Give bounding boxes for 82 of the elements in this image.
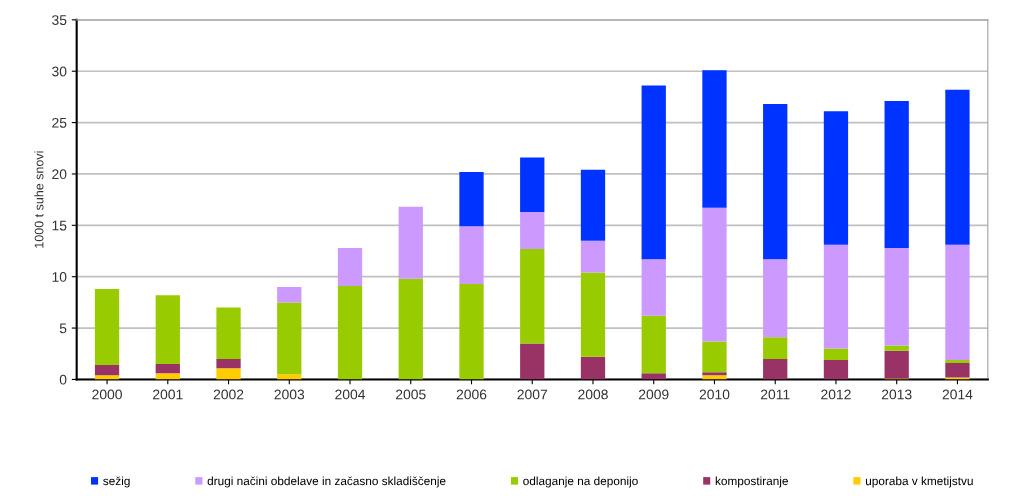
bar — [823, 111, 849, 245]
x-tick-label: 2005 — [396, 389, 426, 400]
bar — [155, 364, 180, 374]
bar — [702, 341, 727, 373]
bar — [155, 373, 180, 380]
y-tick-label: 35 — [52, 15, 67, 26]
bar — [702, 207, 727, 342]
bar — [884, 247, 909, 346]
x-tick-label: 2011 — [760, 389, 790, 400]
y-tick-label: 30 — [52, 66, 67, 77]
x-tick-label: 2014 — [942, 389, 973, 400]
bar — [216, 368, 241, 380]
bar — [398, 206, 423, 279]
x-tick-label: 2013 — [881, 389, 912, 400]
bar — [763, 104, 788, 260]
y-tick-label: 10 — [52, 272, 67, 282]
x-tick-label: 2003 — [274, 389, 305, 400]
bar — [155, 295, 180, 365]
y-tick-label: 20 — [52, 169, 67, 180]
bar — [216, 358, 241, 369]
bar — [520, 211, 545, 249]
bar — [520, 343, 545, 380]
bar — [277, 286, 302, 303]
bar — [945, 89, 970, 245]
bar — [884, 345, 909, 351]
x-tick-label: 2008 — [578, 389, 608, 400]
bar — [94, 289, 120, 366]
x-tick-label: 2007 — [517, 389, 547, 400]
bar — [459, 226, 484, 284]
bar — [216, 307, 241, 359]
y-axis-title: 1000 t suhe snovi — [34, 151, 44, 248]
bar — [337, 247, 363, 286]
bar — [884, 350, 909, 379]
legend-label: kompostiranje — [715, 476, 788, 488]
legend-label: uporaba v kmetijstvu — [865, 476, 973, 488]
bar — [520, 157, 545, 212]
bar — [459, 283, 484, 380]
bar — [641, 259, 666, 316]
bar — [580, 240, 606, 273]
x-tick-label: 2000 — [92, 389, 122, 400]
bar — [277, 302, 302, 375]
bar — [94, 365, 120, 376]
bar — [823, 359, 849, 380]
bar — [641, 85, 666, 260]
y-tick-label: 0 — [59, 374, 67, 385]
bar — [945, 377, 970, 380]
x-tick-label: 2002 — [213, 389, 244, 400]
legend-label: drugi načini obdelave in začasno skladiščenje — [207, 476, 446, 488]
x-tick-label: 2010 — [699, 389, 730, 400]
bar — [763, 259, 788, 338]
x-tick-label: 2006 — [456, 389, 487, 400]
bar — [945, 363, 970, 378]
bar — [945, 244, 970, 360]
bar — [702, 70, 727, 208]
bar — [94, 375, 120, 380]
bar — [702, 372, 727, 376]
bar — [702, 375, 727, 380]
bar — [580, 356, 606, 380]
bar — [763, 358, 788, 380]
bar — [459, 171, 484, 227]
x-tick-label: 2004 — [335, 389, 366, 400]
bar — [580, 169, 606, 241]
bar — [823, 348, 849, 360]
bar — [823, 244, 849, 349]
bar — [945, 359, 970, 363]
bar — [398, 278, 423, 380]
legend-label: sežig — [103, 476, 130, 488]
bar — [580, 272, 606, 357]
bar — [641, 315, 666, 374]
x-tick-label: 2009 — [638, 389, 669, 400]
bar — [277, 374, 302, 380]
bar — [641, 373, 666, 380]
y-tick-label: 15 — [52, 220, 67, 231]
x-tick-label: 2012 — [821, 389, 851, 400]
bar — [337, 285, 363, 380]
x-tick-label: 2001 — [153, 389, 183, 400]
y-tick-label: 5 — [59, 323, 67, 334]
bar — [884, 101, 909, 248]
y-tick-label: 25 — [52, 117, 67, 128]
bar — [763, 337, 788, 359]
bar — [520, 248, 545, 344]
legend-label: odlaganje na deponijo — [523, 476, 638, 488]
